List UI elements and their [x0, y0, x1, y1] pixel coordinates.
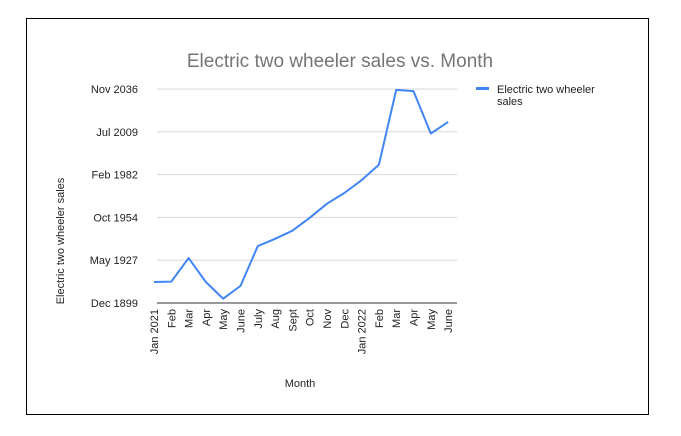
legend-label-line2: sales	[497, 96, 523, 108]
x-tick-label: May	[218, 309, 230, 330]
legend-swatch	[476, 87, 489, 90]
series-line	[153, 88, 449, 300]
y-tick-label: Nov 2036	[91, 84, 138, 96]
y-tick-label: Oct 1954	[93, 212, 138, 224]
x-tick-label: June	[236, 309, 248, 333]
x-axis-ticks: Jan 2021 Feb Mar Apr May June July Aug Sept Oct No…	[149, 309, 455, 355]
x-tick-label: Apr	[201, 309, 213, 326]
y-axis-title: Electric two wheeler sales	[55, 177, 67, 304]
legend: Electric two wheeler sales	[476, 84, 595, 108]
x-tick-label: May	[426, 309, 438, 330]
y-axis-ticks: Dec 1899 May 1927 Oct 1954 Feb 1982 Jul 2009…	[90, 84, 138, 310]
y-tick-label: May 1927	[90, 255, 138, 267]
y-tick-label: Dec 1899	[91, 298, 138, 310]
x-tick-label: Oct	[305, 309, 317, 326]
y-tick-label: Jul 2009	[96, 127, 138, 139]
x-tick-label: Jan 2022	[357, 309, 369, 354]
x-tick-label: Dec	[339, 309, 351, 329]
x-tick-label: Sept	[287, 309, 299, 332]
y-tick-label: Feb 1982	[92, 170, 138, 182]
x-tick-label: Nov	[322, 309, 334, 329]
chart-title: Electric two wheeler sales vs. Month	[187, 51, 493, 72]
x-tick-label: Mar	[391, 309, 403, 328]
x-tick-label: July	[253, 309, 265, 329]
series-lines	[153, 88, 449, 300]
x-tick-label: Mar	[184, 309, 196, 328]
x-tick-label: Aug	[270, 309, 282, 329]
gridlines	[157, 88, 457, 261]
legend-label-line1: Electric two wheeler	[497, 84, 595, 96]
x-tick-label: Feb	[166, 309, 178, 328]
chart-frame: Electric two wheeler sales vs. Month Dec…	[26, 18, 649, 415]
x-tick-label: June	[443, 309, 455, 333]
x-tick-label: Feb	[374, 309, 386, 328]
x-axis-title: Month	[285, 378, 316, 390]
x-tick-label: Apr	[409, 309, 421, 326]
line-chart: Electric two wheeler sales vs. Month Dec…	[55, 51, 595, 390]
x-tick-label: Jan 2021	[149, 309, 161, 354]
